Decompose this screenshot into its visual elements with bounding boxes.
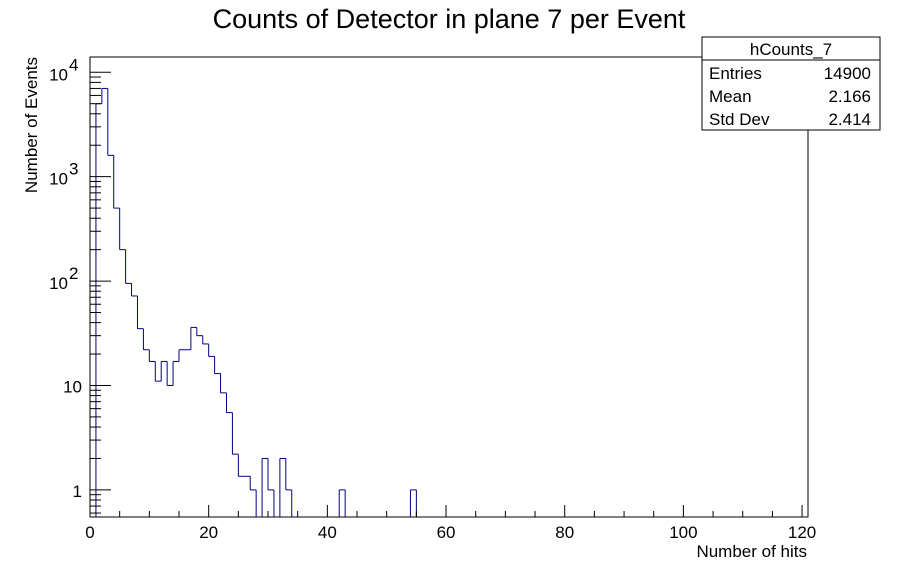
stats-stddev-label: Std Dev [709,110,770,129]
plot-frame [89,56,809,518]
x-tick-label: 100 [669,523,697,542]
y-tick-exponent: 2 [69,264,78,283]
x-tick-label: 0 [85,523,94,542]
x-tick-label: 60 [437,523,456,542]
y-tick-label: 10 [49,65,68,84]
stats-entries-value: 14900 [824,64,871,83]
y-tick-label: 10 [49,170,68,189]
histogram-bars [90,87,417,518]
stats-box-frame [701,36,881,131]
y-axis-title: Number of Events [22,57,41,193]
stats-stddev-value: 2.414 [828,110,871,129]
x-tick-label: 80 [555,523,574,542]
stats-box-name: hCounts_7 [750,40,832,59]
chart-title: Counts of Detector in plane 7 per Event [213,4,686,34]
stats-mean-label: Mean [709,87,752,106]
y-tick-label: 1 [73,482,82,501]
x-tick-label: 40 [318,523,337,542]
y-tick-exponent: 3 [69,160,78,179]
y-tick-label: 10 [49,274,68,293]
stats-mean-value: 2.166 [828,87,871,106]
x-tick-label: 120 [788,523,816,542]
stats-entries-label: Entries [709,64,762,83]
y-tick-exponent: 4 [69,55,78,74]
x-axis: 0 20 40 60 80 100 120 [85,505,816,542]
stats-box: hCounts_7 Entries 14900 Mean 2.166 Std D… [701,36,881,131]
x-axis-title: Number of hits [696,542,807,561]
y-tick-label: 10 [63,377,82,396]
x-tick-label: 20 [199,523,218,542]
